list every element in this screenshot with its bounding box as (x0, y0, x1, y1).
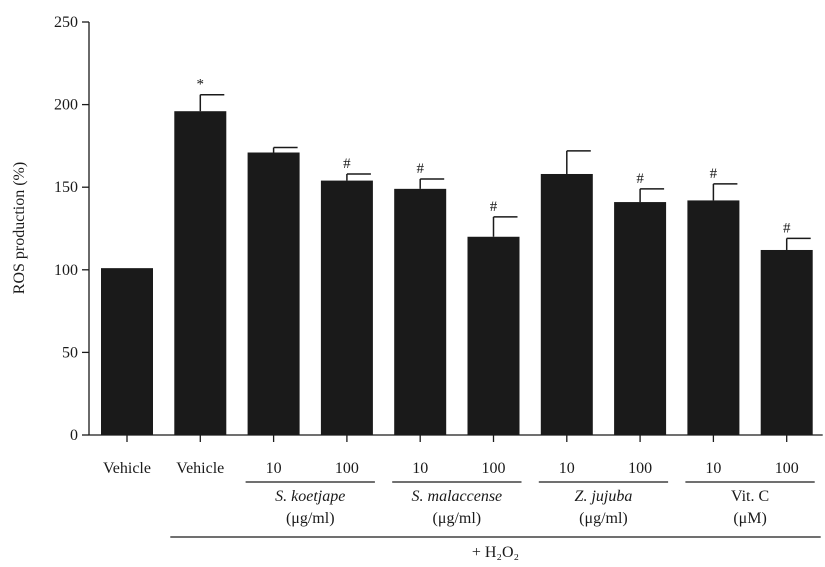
group-name: S. malaccense (412, 488, 503, 505)
group-name: Z. jujuba (575, 488, 633, 505)
x-tick-label: 100 (775, 460, 799, 477)
group-name: Vit. C (731, 488, 769, 505)
y-tick-label: 250 (54, 14, 78, 31)
significance-mark: * (197, 77, 205, 93)
bar (540, 173, 593, 435)
significance-mark: # (783, 220, 791, 236)
y-tick-label: 200 (54, 97, 78, 114)
y-tick-label: 0 (70, 427, 78, 444)
significance-mark: # (710, 166, 718, 182)
significance-mark: # (343, 156, 351, 172)
significance-mark: # (636, 171, 644, 187)
y-axis: 0 50 100 150 200 250 (54, 14, 90, 444)
x-tick-label: 10 (559, 460, 575, 477)
y-tick-label: 150 (54, 179, 78, 196)
x-tick-label: 10 (266, 460, 282, 477)
x-tick-label: 10 (412, 460, 428, 477)
bar (394, 188, 447, 435)
bar (247, 152, 300, 435)
x-tick-label: 100 (482, 460, 506, 477)
group-unit: (μM) (733, 510, 766, 527)
treatment-label: + H₂O₂ (472, 544, 519, 561)
x-tick-label: 100 (335, 460, 359, 477)
bar (614, 202, 667, 435)
bars: * # # # # # # (101, 77, 813, 435)
bar (687, 200, 740, 435)
group-labels: S. koetjape (μg/ml) S. malaccense (μg/ml) Z.… (170, 481, 821, 538)
x-tick-label: 10 (705, 460, 721, 477)
significance-mark: # (416, 161, 424, 177)
x-tick-label: Vehicle (176, 460, 224, 477)
x-tick-label: Vehicle (103, 460, 151, 477)
y-tick-label: 100 (54, 262, 78, 279)
y-tick-label: 50 (62, 344, 78, 361)
x-axis: Vehicle Vehicle 10 100 10 100 10 100 10 100 (89, 434, 823, 477)
bar (467, 236, 520, 435)
y-axis-label: ROS production (%) (11, 162, 28, 294)
bar (174, 111, 227, 435)
group-unit: (μg/ml) (579, 510, 628, 527)
bar (320, 180, 373, 435)
x-tick-label: 100 (628, 460, 652, 477)
bar (760, 249, 813, 435)
significance-mark: # (490, 199, 498, 215)
group-unit: (μg/ml) (433, 510, 482, 527)
group-unit: (μg/ml) (286, 510, 335, 527)
bar (101, 268, 153, 435)
group-name: S. koetjape (275, 488, 345, 505)
